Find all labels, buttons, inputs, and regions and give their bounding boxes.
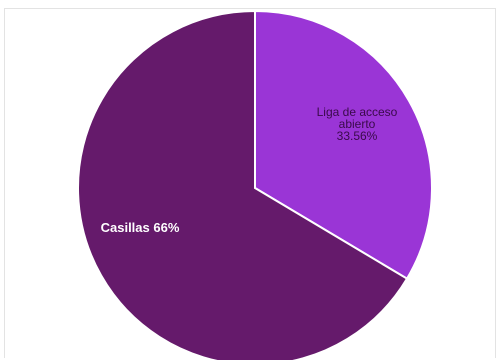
pie-slices — [77, 9, 433, 360]
pie-slice-label-line: Liga de acceso — [317, 105, 398, 119]
pie-slice-2 — [77, 9, 409, 360]
pie-slice-label-line: abierto — [339, 117, 376, 131]
pie-slice-label-1: Liga de acceso abierto 33.56% — [317, 105, 398, 143]
pie-slice-1 — [254, 9, 433, 281]
pie-slice-label-line: Casillas 66% — [101, 220, 180, 235]
pie-slice-label-line: 33.56% — [337, 129, 378, 143]
pie-labels: Liga de acceso abierto 33.56% Casillas 66% — [101, 105, 398, 235]
pie-slice-label-2: Casillas 66% — [101, 220, 180, 235]
